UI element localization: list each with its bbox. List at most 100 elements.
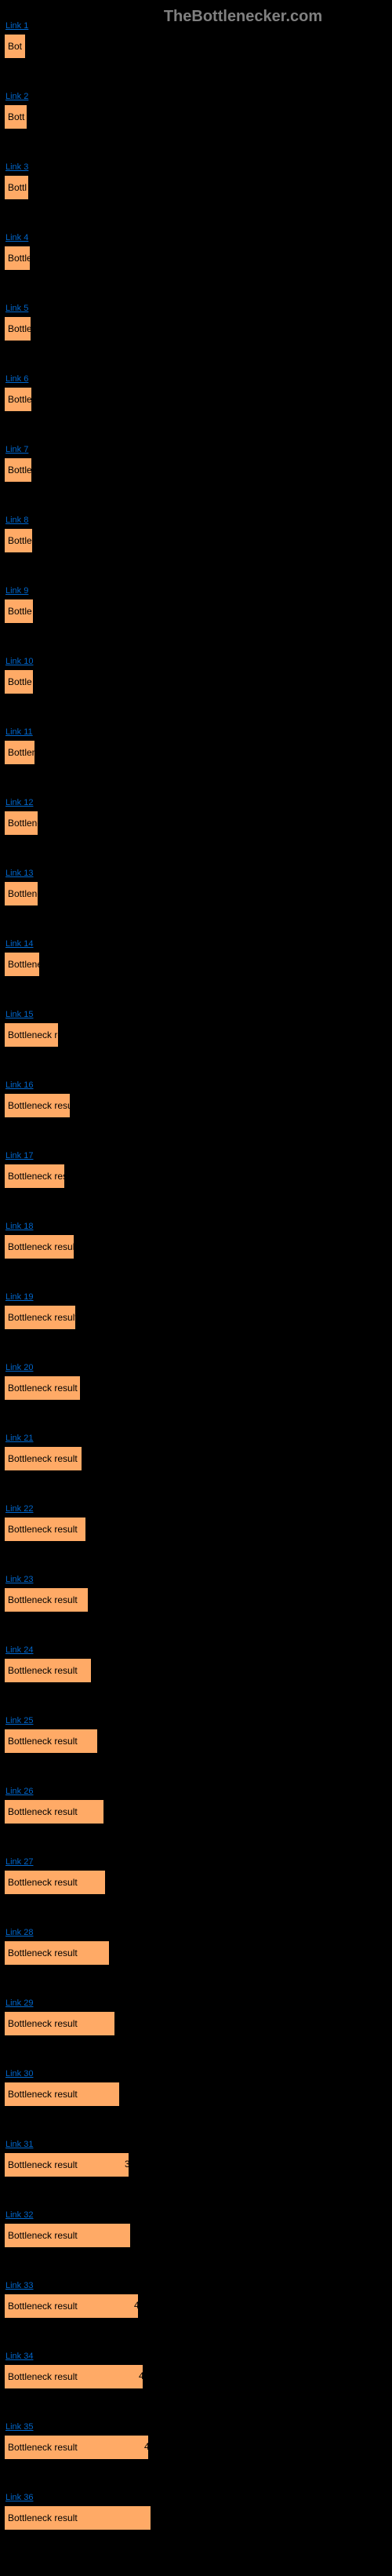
bar-row: Link 12Bottlene — [4, 811, 388, 850]
bar-row: Link 20Bottleneck result — [4, 1375, 388, 1415]
bar: Bottleneck result — [4, 1234, 74, 1259]
bar: Bottleneck result — [4, 2152, 129, 2177]
bar: Bottle — [4, 387, 32, 412]
bar-row: Link 3Bottl — [4, 175, 388, 214]
bar-row: Link 10Bottle — [4, 669, 388, 709]
bar-row: Link 32Bottleneck result — [4, 2223, 388, 2262]
bar-link[interactable]: Link 31 — [5, 2140, 33, 2149]
bar: Bottle — [4, 246, 31, 271]
bar-row: Link 6Bottle — [4, 387, 388, 426]
bar-row: Link 11Bottlen — [4, 740, 388, 779]
bar: Bottleneck result — [4, 1940, 110, 1966]
bar-row: Link 19Bottleneck result — [4, 1305, 388, 1344]
bar-row: Link 7Bottle — [4, 457, 388, 497]
bar-row: Link 27Bottleneck result — [4, 1870, 388, 1909]
bar-row: Link 16Bottleneck result — [4, 1093, 388, 1132]
bar-link[interactable]: Link 20 — [5, 1363, 33, 1372]
bar-row: Link 34Bottleneck result4 — [4, 2364, 388, 2403]
bar-link[interactable]: Link 21 — [5, 1434, 33, 1443]
bar-link[interactable]: Link 28 — [5, 1928, 33, 1937]
bar-link[interactable]: Link 10 — [5, 657, 33, 666]
bar-row: Link 36Bottleneck result — [4, 2505, 388, 2545]
bar-row: Link 28Bottleneck result — [4, 1940, 388, 1980]
bar-link[interactable]: Link 16 — [5, 1080, 33, 1090]
bar: Bottleneck result — [4, 2364, 143, 2389]
bar-value-label: 4 — [139, 2370, 144, 2381]
bar-link[interactable]: Link 7 — [5, 445, 28, 454]
bar-row: Link 17Bottleneck res — [4, 1164, 388, 1203]
bar-link[interactable]: Link 15 — [5, 1010, 33, 1019]
bar-link[interactable]: Link 36 — [5, 2493, 33, 2502]
bar-link[interactable]: Link 12 — [5, 798, 33, 807]
bar-link[interactable]: Link 8 — [5, 516, 28, 525]
bar-link[interactable]: Link 35 — [5, 2422, 33, 2432]
bar-row: Link 31Bottleneck result3 — [4, 2152, 388, 2192]
bar-value-label: 3 — [125, 2159, 130, 2170]
bar-row: Link 25Bottleneck result — [4, 1729, 388, 1768]
bar-value-label: 4 — [144, 2441, 150, 2452]
bar-link[interactable]: Link 11 — [5, 727, 33, 737]
bar-row: Link 23Bottleneck result — [4, 1587, 388, 1627]
bar-row: Link 4Bottle — [4, 246, 388, 285]
bar: Bottleneck result — [4, 1305, 76, 1330]
bar: Bot — [4, 34, 26, 59]
bar-row: Link 5Bottle — [4, 316, 388, 355]
bar-row: Link 13Bottlene — [4, 881, 388, 920]
bar: Bottle — [4, 599, 34, 624]
bar-row: Link 21Bottleneck result — [4, 1446, 388, 1485]
bar: Bottlene — [4, 881, 38, 906]
bar-link[interactable]: Link 9 — [5, 586, 28, 596]
bar-link[interactable]: Link 25 — [5, 1716, 33, 1725]
bar-link[interactable]: Link 26 — [5, 1787, 33, 1796]
bar: Bottlen — [4, 740, 35, 765]
bar: Bottleneck result — [4, 1375, 81, 1401]
bar: Bottleneck result — [4, 2294, 139, 2319]
bar-link[interactable]: Link 14 — [5, 939, 33, 949]
bar: Bott — [4, 104, 27, 129]
bar-link[interactable]: Link 29 — [5, 1998, 33, 2008]
bar-row: Link 24Bottleneck result — [4, 1658, 388, 1697]
bar-link[interactable]: Link 24 — [5, 1645, 33, 1655]
bar-value-label: 4 — [134, 2300, 140, 2311]
bar: Bottleneck result — [4, 1658, 92, 1683]
site-header: TheBottlenecker.com — [94, 0, 392, 34]
bar-row: Link 18Bottleneck result — [4, 1234, 388, 1273]
bar: Bottleneck res — [4, 1164, 65, 1189]
bar-link[interactable]: Link 19 — [5, 1292, 33, 1302]
bar-row: Link 14Bottlene — [4, 952, 388, 991]
bar-link[interactable]: Link 5 — [5, 304, 28, 313]
bar-link[interactable]: Link 27 — [5, 1857, 33, 1867]
bar: Bottleneck re — [4, 1022, 59, 1048]
bar: Bottleneck result — [4, 1517, 86, 1542]
bar-link[interactable]: Link 33 — [5, 2281, 33, 2290]
bar-link[interactable]: Link 17 — [5, 1151, 33, 1160]
bar-link[interactable]: Link 18 — [5, 1222, 33, 1231]
bar: Bottleneck result — [4, 1587, 89, 1612]
bar-row: Link 33Bottleneck result4 — [4, 2294, 388, 2333]
bar: Bottleneck result — [4, 2505, 151, 2530]
bar: Bottle — [4, 528, 33, 553]
bar-chart: Link 1BotLink 2BottLink 3BottlLink 4Bott… — [0, 34, 392, 2545]
bar: Bottlene — [4, 952, 40, 977]
bar-row: Link 15Bottleneck re — [4, 1022, 388, 1062]
bar-link[interactable]: Link 22 — [5, 1504, 33, 1514]
bar: Bottlene — [4, 811, 38, 836]
bar-link[interactable]: Link 3 — [5, 162, 28, 172]
bar: Bottleneck result — [4, 1729, 98, 1754]
bar: Bottleneck result — [4, 2223, 131, 2248]
bar: Bottle — [4, 457, 32, 483]
bar-link[interactable]: Link 2 — [5, 92, 28, 101]
bar-link[interactable]: Link 34 — [5, 2352, 33, 2361]
bar-link[interactable]: Link 23 — [5, 1575, 33, 1584]
bar-link[interactable]: Link 4 — [5, 233, 28, 242]
bar-link[interactable]: Link 32 — [5, 2210, 33, 2220]
bar-row: Link 2Bott — [4, 104, 388, 144]
bar-link[interactable]: Link 6 — [5, 374, 28, 384]
bar-row: Link 8Bottle — [4, 528, 388, 567]
bar-link[interactable]: Link 13 — [5, 869, 33, 878]
bar-row: Link 30Bottleneck result — [4, 2082, 388, 2121]
bar-row: Link 26Bottleneck result — [4, 1799, 388, 1838]
bar-link[interactable]: Link 30 — [5, 2069, 33, 2079]
bar-link[interactable]: Link 1 — [5, 21, 28, 31]
bar: Bottleneck result — [4, 1799, 104, 1824]
